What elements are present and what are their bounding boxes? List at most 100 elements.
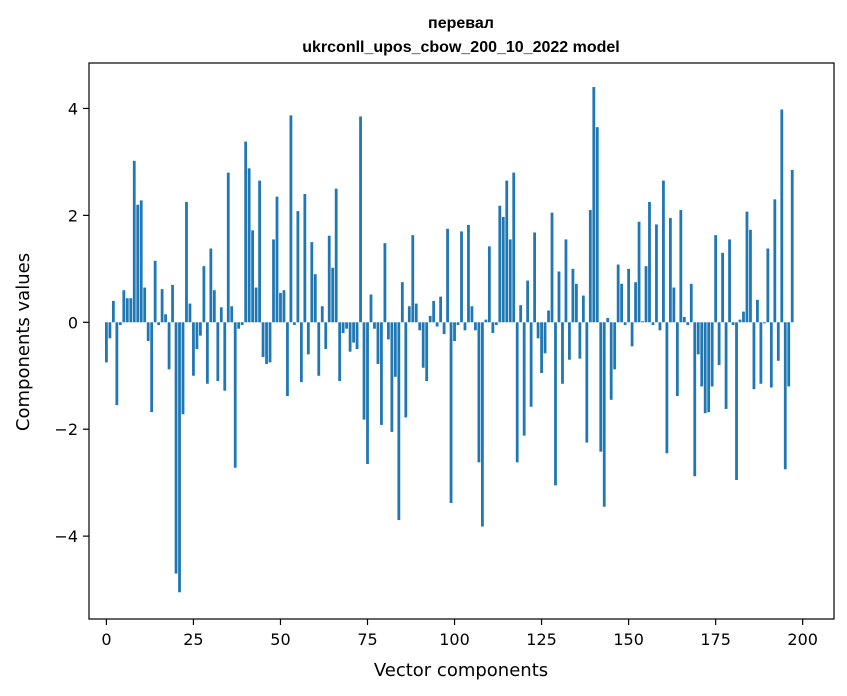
bar-73	[359, 116, 362, 323]
x-tick-label: 50	[270, 630, 290, 649]
bar-76	[369, 294, 373, 323]
bar-141	[595, 127, 599, 323]
bar-162	[668, 218, 672, 323]
bar-8	[132, 160, 136, 323]
bar-144	[606, 318, 610, 323]
bar-97	[442, 322, 446, 335]
bar-33	[219, 307, 223, 323]
y-tick-label: 2	[68, 206, 78, 225]
bar-41	[247, 168, 251, 323]
bar-106	[474, 322, 477, 331]
bar-142	[599, 322, 603, 452]
bar-160	[662, 180, 665, 323]
bar-15	[157, 322, 161, 325]
x-tick-label: 0	[101, 630, 111, 649]
bar-36	[230, 306, 234, 323]
bar-45	[261, 322, 265, 358]
bar-39	[240, 322, 244, 325]
bar-165	[679, 210, 683, 323]
bar-65	[331, 267, 335, 323]
bar-149	[623, 322, 627, 325]
bar-9	[136, 204, 140, 323]
chart-title-line-1: перевал	[428, 15, 494, 32]
bar-61	[317, 322, 321, 376]
bar-71	[352, 322, 355, 343]
bar-91	[421, 322, 425, 368]
bar-63	[324, 322, 328, 350]
bar-119	[519, 305, 523, 323]
bar-48	[272, 239, 275, 323]
bar-130	[557, 271, 561, 323]
bar-55	[296, 211, 300, 323]
bar-68	[341, 322, 345, 333]
bar-129	[554, 322, 557, 486]
bar-78	[376, 322, 380, 364]
bar-74	[362, 322, 366, 420]
bar-31	[212, 290, 216, 323]
bar-125	[540, 322, 543, 374]
bar-185	[749, 229, 752, 323]
bar-5	[122, 290, 126, 323]
bar-184	[745, 211, 749, 323]
bar-143	[602, 322, 606, 507]
bar-23	[185, 202, 188, 323]
bar-20	[174, 322, 178, 574]
bar-37	[233, 322, 237, 468]
bar-38	[237, 322, 241, 329]
bar-164	[675, 322, 679, 397]
bar-44	[258, 180, 261, 323]
bar-75	[366, 322, 369, 464]
y-tick-label: −4	[54, 527, 78, 546]
y-tick-label: 4	[68, 99, 78, 118]
bar-189	[762, 322, 766, 324]
bar-190	[766, 248, 770, 323]
x-tick-label: 175	[700, 630, 731, 649]
bar-118	[515, 322, 519, 463]
bar-150	[627, 268, 630, 323]
bar-133	[568, 322, 571, 360]
bar-14	[153, 260, 157, 323]
bar-42	[251, 230, 255, 323]
bar-175	[714, 235, 718, 323]
bar-135	[574, 283, 578, 323]
bar-105	[470, 306, 474, 323]
bar-12	[146, 322, 150, 341]
bar-19	[171, 284, 174, 323]
x-tick-label: 100	[439, 630, 470, 649]
bar-0	[105, 322, 108, 363]
bar-50	[279, 292, 282, 323]
x-axis-label: Vector components	[374, 660, 548, 681]
bar-79	[380, 322, 383, 425]
bar-155	[644, 266, 648, 323]
bar-139	[588, 210, 592, 323]
bar-186	[752, 322, 756, 390]
bar-146	[613, 322, 617, 370]
bar-134	[571, 268, 575, 323]
plot-frame	[88, 62, 835, 620]
bar-7	[129, 298, 133, 323]
bar-192	[773, 199, 777, 323]
chart-title-line-2: ukrconll_upos_cbow_200_10_2022 model	[302, 39, 619, 56]
bar-173	[707, 322, 711, 413]
bar-82	[390, 322, 394, 432]
bar-128	[550, 212, 554, 323]
bar-77	[373, 322, 376, 329]
bar-188	[759, 322, 763, 384]
x-tick-label: 25	[183, 630, 203, 649]
bar-99	[449, 322, 453, 503]
bar-138	[585, 322, 589, 443]
bar-121	[526, 280, 530, 323]
bar-156	[648, 202, 651, 323]
bar-151	[630, 322, 634, 347]
bar-80	[383, 243, 387, 323]
bar-81	[387, 322, 390, 340]
bar-17	[164, 314, 167, 323]
bar-181	[735, 322, 738, 480]
bar-170	[696, 322, 700, 355]
bar-32	[216, 322, 220, 382]
bar-102	[460, 231, 463, 323]
bar-166	[682, 316, 686, 323]
bar-183	[742, 311, 745, 323]
bar-152	[634, 282, 637, 323]
bar-86	[404, 322, 408, 418]
